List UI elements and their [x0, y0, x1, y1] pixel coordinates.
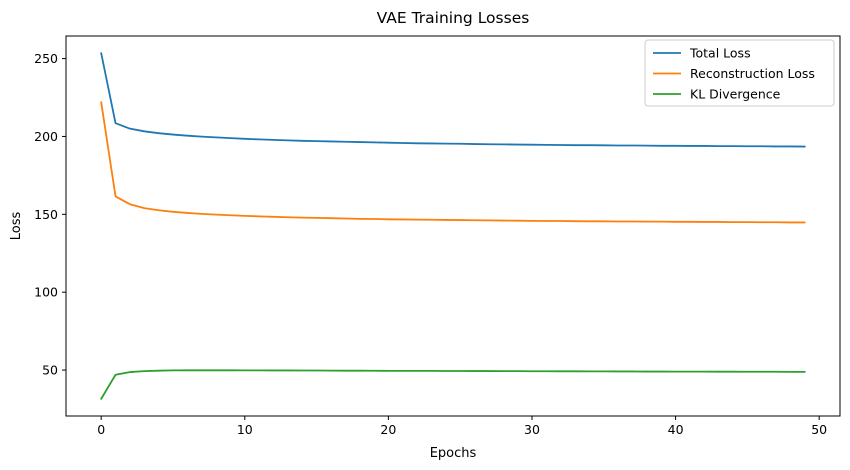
y-tick-label: 50	[42, 363, 58, 378]
x-tick-label: 10	[237, 422, 253, 437]
x-axis-title: Epochs	[430, 446, 477, 461]
chart-title: VAE Training Losses	[377, 9, 530, 27]
x-tick-label: 0	[97, 422, 105, 437]
plot-area: 0 10 20 30 40 50 50 100 150 200 250	[34, 35, 841, 437]
y-tick-label: 250	[34, 51, 58, 66]
series-line-3	[100, 369, 806, 400]
y-tick-label: 200	[34, 129, 58, 144]
x-tick-label: 50	[811, 422, 827, 437]
y-tick-label: 100	[34, 285, 58, 300]
x-tick-label: 30	[524, 422, 540, 437]
series-line-1	[100, 52, 806, 148]
x-tick-label: 20	[380, 422, 396, 437]
x-tick-label: 40	[668, 422, 684, 437]
y-tick-label: 150	[34, 207, 58, 222]
legend-label-3: KL Divergence	[690, 87, 781, 102]
legend-label-2: Reconstruction Loss	[690, 66, 815, 81]
series-line-2	[100, 101, 806, 224]
y-axis-title: Loss	[9, 212, 24, 241]
legend: Total Loss Reconstruction Loss KL Divergen…	[644, 39, 835, 107]
legend-box	[644, 39, 835, 107]
legend-label-1: Total Loss	[689, 46, 751, 61]
axes-frame	[65, 35, 841, 417]
